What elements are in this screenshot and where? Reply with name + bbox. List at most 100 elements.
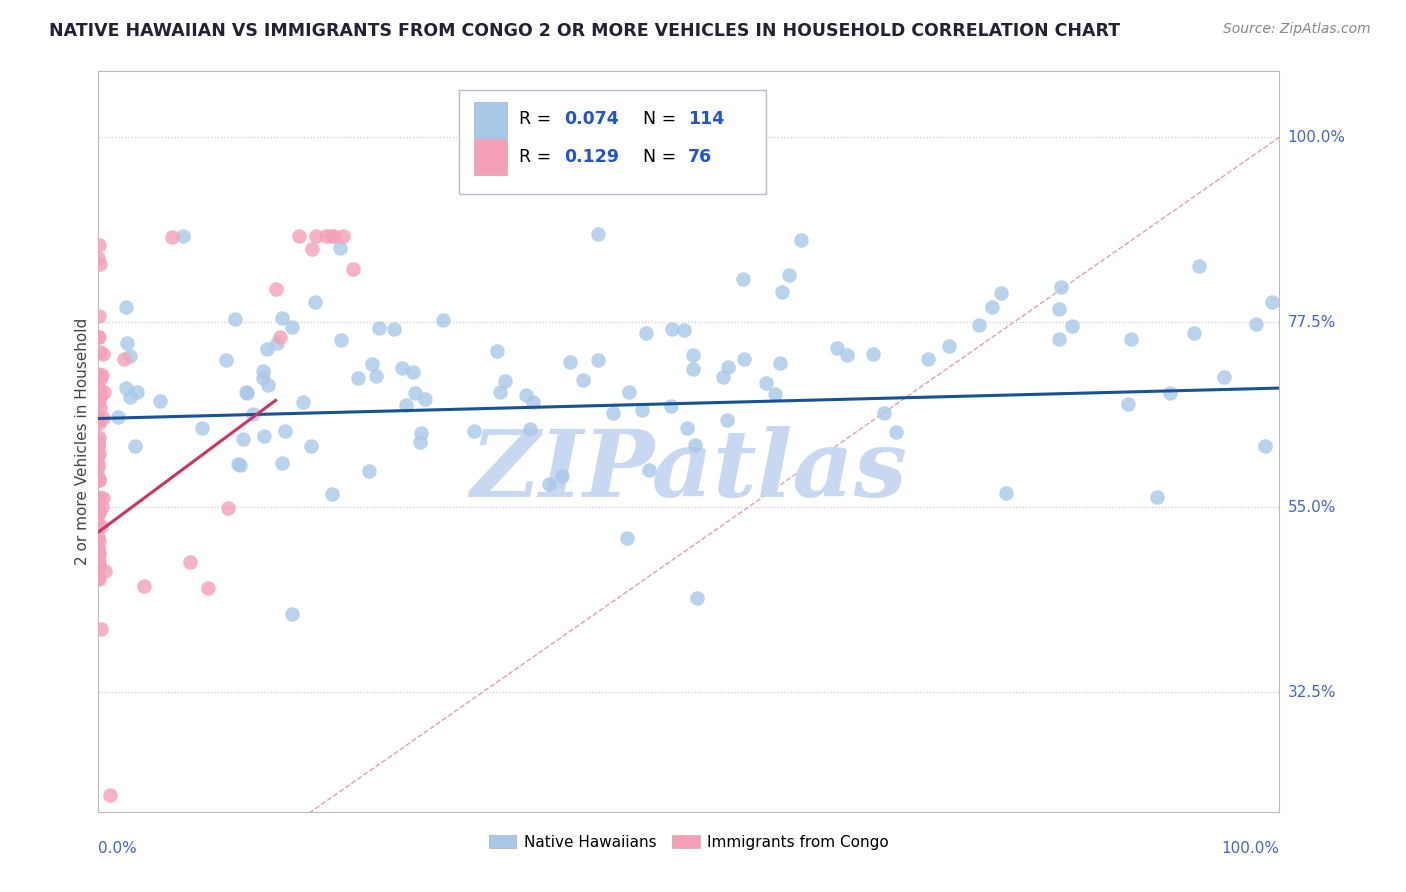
Point	[636, 326, 658, 341]
Point	[990, 285, 1012, 300]
Point	[301, 242, 323, 256]
Point	[89, 473, 111, 487]
Point	[682, 362, 704, 376]
Text: 0.074: 0.074	[564, 111, 619, 128]
Point	[91, 347, 114, 361]
Point	[315, 228, 337, 243]
Point	[1182, 326, 1205, 340]
Point	[98, 789, 121, 803]
Point	[486, 344, 509, 359]
Point	[114, 300, 136, 314]
Point	[89, 372, 111, 386]
Y-axis label: 2 or more Vehicles in Household: 2 or more Vehicles in Household	[75, 318, 90, 566]
Point	[91, 500, 114, 514]
Point	[686, 591, 709, 605]
Point	[87, 571, 110, 585]
Point	[256, 343, 278, 357]
Point	[837, 348, 859, 362]
Text: 77.5%: 77.5%	[1288, 315, 1336, 330]
Point	[87, 435, 110, 450]
Point	[281, 319, 304, 334]
Point	[87, 491, 110, 505]
Point	[132, 579, 155, 593]
Point	[862, 347, 884, 361]
Point	[515, 388, 537, 402]
Point	[93, 491, 115, 505]
Point	[87, 238, 110, 252]
Point	[551, 469, 574, 483]
Point	[364, 368, 387, 383]
Point	[172, 228, 194, 243]
Point	[87, 473, 110, 487]
Point	[321, 487, 343, 501]
Point	[1121, 332, 1143, 346]
Point	[938, 339, 960, 353]
Point	[87, 449, 110, 463]
Point	[87, 533, 110, 548]
Point	[115, 381, 138, 395]
Point	[409, 434, 432, 449]
Point	[217, 501, 239, 516]
Point	[118, 390, 141, 404]
Point	[87, 546, 110, 560]
Point	[87, 440, 110, 454]
Point	[322, 228, 344, 243]
Point	[367, 321, 389, 335]
Point	[236, 386, 259, 401]
Point	[886, 425, 908, 439]
Point	[112, 352, 135, 367]
Point	[87, 459, 110, 474]
Point	[87, 330, 110, 344]
Point	[197, 581, 219, 595]
Point	[1159, 386, 1181, 401]
Point	[235, 384, 257, 399]
Point	[87, 530, 110, 544]
Point	[602, 406, 624, 420]
Point	[673, 323, 696, 337]
Point	[253, 428, 276, 442]
Point	[87, 541, 110, 555]
Point	[638, 462, 661, 476]
Point	[87, 367, 110, 381]
Point	[770, 285, 793, 300]
Point	[1254, 440, 1277, 454]
Point	[1260, 294, 1282, 309]
Text: 114: 114	[688, 111, 724, 128]
Point	[391, 361, 413, 376]
Point	[125, 385, 148, 400]
Point	[90, 622, 112, 636]
Point	[87, 417, 110, 431]
Point	[87, 409, 110, 424]
Point	[87, 457, 110, 471]
Point	[89, 370, 111, 384]
Text: 55.0%: 55.0%	[1288, 500, 1336, 515]
Point	[463, 424, 485, 438]
Point	[264, 282, 287, 296]
Point	[242, 407, 264, 421]
Point	[395, 398, 418, 412]
Point	[87, 543, 110, 558]
Point	[115, 335, 138, 350]
Point	[87, 506, 110, 520]
Point	[149, 393, 172, 408]
Point	[522, 394, 544, 409]
Text: ZIPatlas: ZIPatlas	[471, 426, 907, 516]
Point	[280, 607, 302, 622]
Point	[271, 311, 294, 326]
Point	[631, 403, 654, 417]
Point	[332, 228, 354, 243]
Point	[232, 432, 254, 446]
Point	[304, 295, 326, 310]
Point	[494, 374, 516, 388]
Point	[269, 330, 291, 344]
Point	[90, 518, 112, 533]
Point	[1212, 369, 1234, 384]
FancyBboxPatch shape	[458, 90, 766, 194]
Point	[360, 357, 382, 371]
Point	[553, 163, 575, 178]
Point	[409, 425, 432, 440]
Point	[87, 436, 110, 450]
Point	[357, 464, 380, 478]
Point	[711, 369, 734, 384]
Point	[93, 565, 115, 579]
